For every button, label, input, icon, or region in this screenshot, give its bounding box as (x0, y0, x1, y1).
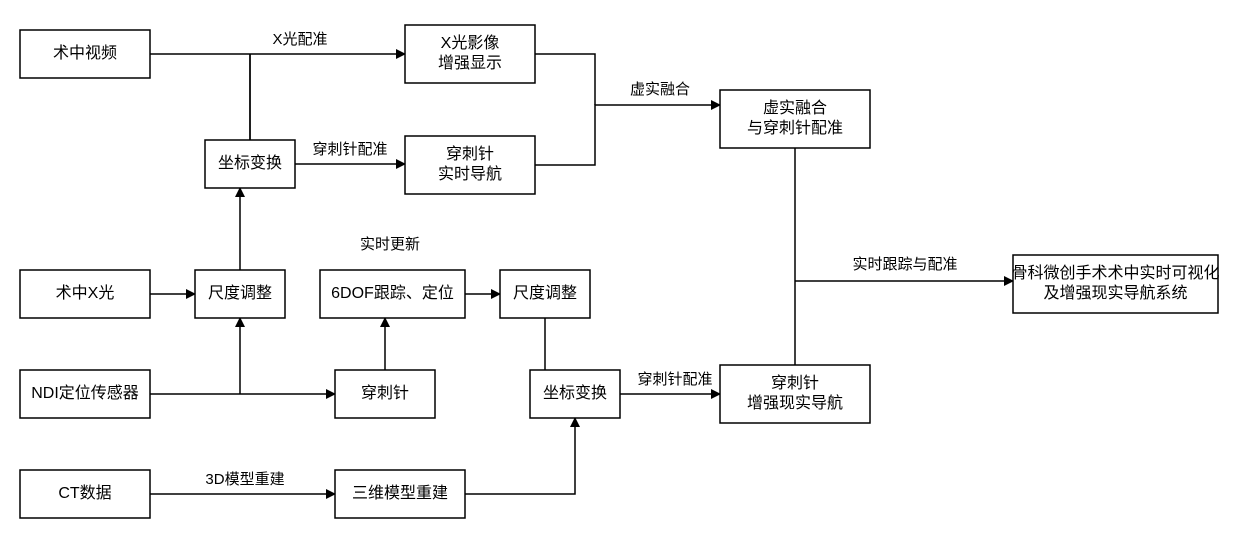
node-text: 与穿刺针配准 (747, 119, 843, 137)
flow-node-n_scale2: 尺度调整 (500, 270, 590, 318)
flow-node-n_coord1: 坐标变换 (205, 140, 295, 188)
flow-edge (535, 54, 595, 105)
node-text: 穿刺针 (361, 384, 409, 402)
node-text: 术中X光 (56, 284, 115, 302)
flow-node-n_xray: 术中X光 (20, 270, 150, 318)
node-text: NDI定位传感器 (31, 384, 139, 402)
flow-node-n_nav: 穿刺针实时导航 (405, 136, 535, 194)
node-text: 尺度调整 (208, 284, 272, 302)
node-rect (405, 25, 535, 83)
flow-node-n_fuse: 虚实融合与穿刺针配准 (720, 90, 870, 148)
flow-node-n_xdisp: X光影像增强显示 (405, 25, 535, 83)
flow-node-n_6dof: 6DOF跟踪、定位 (320, 270, 465, 318)
node-text: 尺度调整 (513, 284, 577, 302)
node-rect (1013, 255, 1218, 313)
node-text: 穿刺针 (446, 145, 494, 163)
node-rect (720, 365, 870, 423)
node-text: 虚实融合 (763, 99, 827, 117)
node-text: 坐标变换 (543, 384, 607, 402)
flow-node-n_video: 术中视频 (20, 30, 150, 78)
flow-node-n_coord2: 坐标变换 (530, 370, 620, 418)
node-text: CT数据 (58, 484, 111, 502)
flow-node-n_3drec: 三维模型重建 (335, 470, 465, 518)
edge-label: 实时跟踪与配准 (852, 256, 957, 273)
node-text: 三维模型重建 (352, 484, 448, 502)
flow-edge (535, 105, 720, 165)
flow-node-n_scale1: 尺度调整 (195, 270, 285, 318)
node-text: 术中视频 (53, 44, 117, 62)
node-text: 增强显示 (438, 54, 502, 72)
edge-label: 穿刺针配准 (312, 141, 387, 158)
edge-label: 穿刺针配准 (637, 371, 712, 388)
node-rect (720, 90, 870, 148)
node-text: 增强现实导航 (747, 394, 843, 412)
node-text: 坐标变换 (218, 154, 282, 172)
flow-node-n_system: 骨科微创手术术中实时可视化及增强现实导航系统 (1011, 255, 1219, 313)
flow-edge (465, 418, 575, 494)
node-text: 及增强现实导航系统 (1043, 284, 1187, 302)
edge-label: 3D模型重建 (205, 471, 284, 488)
flow-node-n_arnav: 穿刺针增强现实导航 (720, 365, 870, 423)
edge-label: 虚实融合 (630, 81, 690, 98)
node-text: 6DOF跟踪、定位 (331, 284, 454, 302)
node-text: X光影像 (441, 34, 500, 52)
node-text: 实时导航 (438, 165, 502, 183)
node-text: 骨科微创手术术中实时可视化 (1011, 264, 1219, 282)
flow-node-n_ndi: NDI定位传感器 (20, 370, 150, 418)
edge-label: X光配准 (272, 31, 327, 48)
edge-label: 实时更新 (360, 236, 420, 253)
node-rect (405, 136, 535, 194)
flow-node-n_needle: 穿刺针 (335, 370, 435, 418)
flow-node-n_ct: CT数据 (20, 470, 150, 518)
node-text: 穿刺针 (771, 374, 819, 392)
